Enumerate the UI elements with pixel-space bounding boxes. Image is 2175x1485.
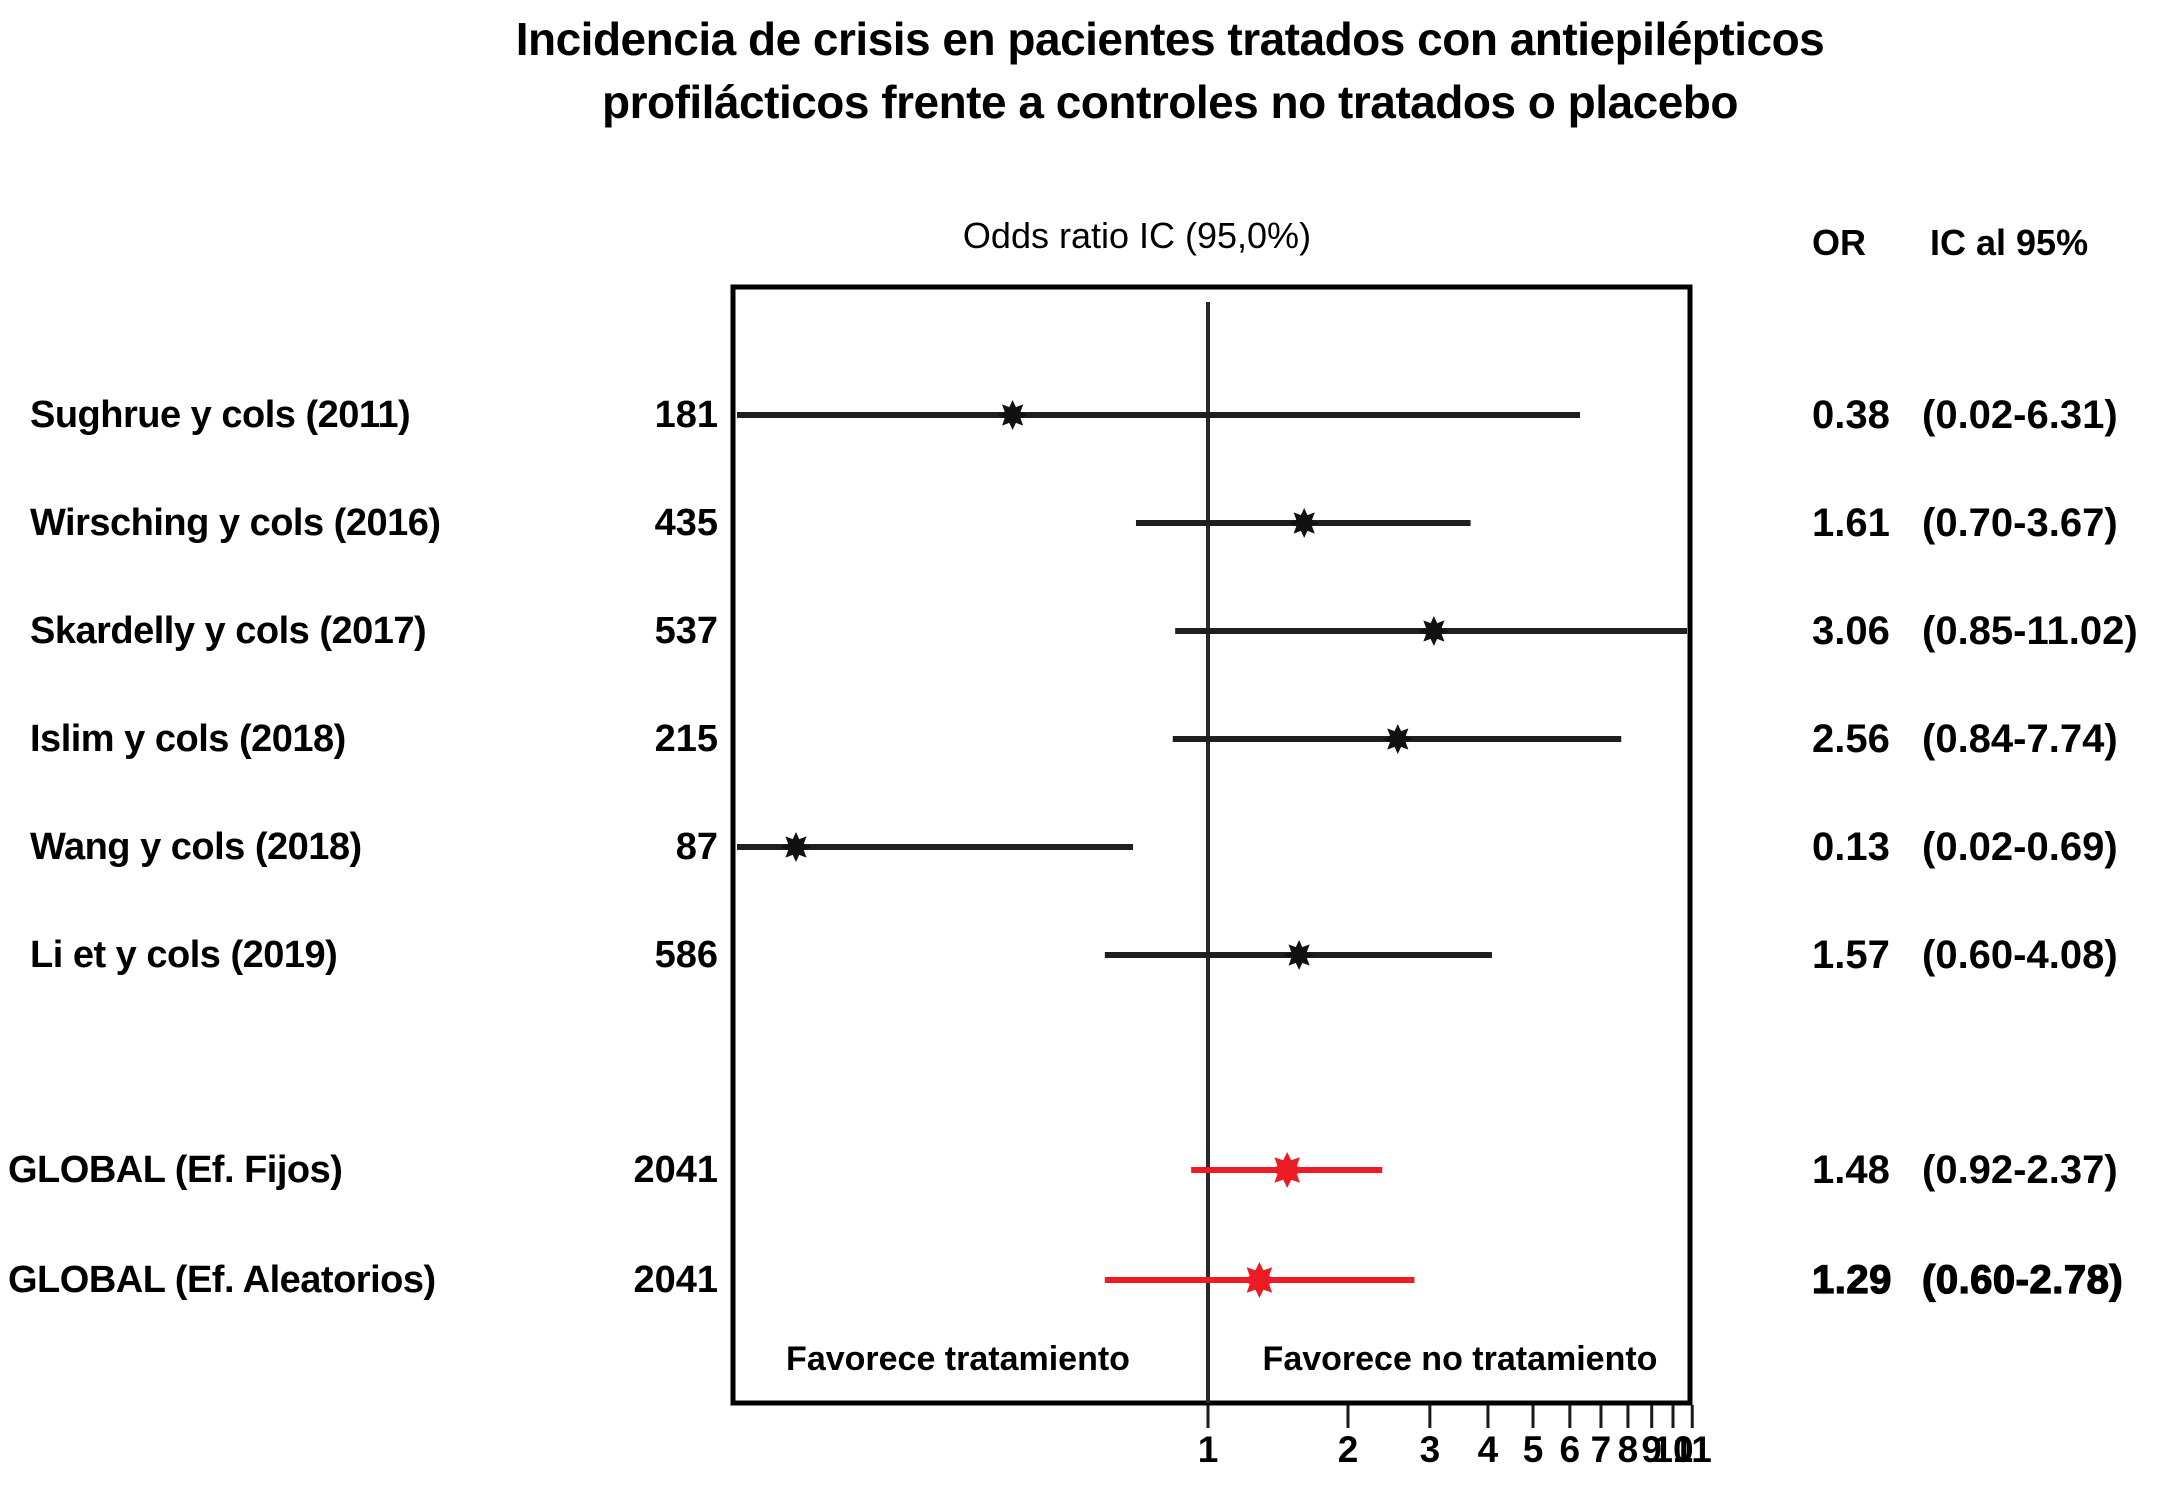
sample-size: 2041: [633, 1259, 718, 1301]
ci-value: (0.60-2.78): [1921, 1257, 2124, 1302]
ci-value: (0.02-6.31): [1922, 393, 2118, 437]
ci-value: (0.02-0.69): [1922, 825, 2118, 869]
figure-title-line1: Incidencia de crisis en pacientes tratad…: [515, 13, 1825, 65]
or-value: 3.06: [1812, 609, 1890, 653]
or-marker: [1284, 940, 1315, 970]
axis-tick-label: 7: [1591, 1429, 1612, 1470]
or-value: 2.56: [1812, 717, 1890, 761]
or-marker: [997, 400, 1028, 430]
or-marker: [781, 832, 811, 862]
axis-tick-label: 8: [1618, 1429, 1639, 1470]
figure-title: Incidencia de crisis en pacientes tratad…: [170, 8, 2170, 135]
axis-tick-label: 6: [1560, 1429, 1581, 1470]
axis-tick-label: 5: [1523, 1429, 1544, 1470]
study-label: Wirsching y cols (2016): [30, 502, 441, 544]
axis-tick-label: 10: [1652, 1429, 1693, 1470]
sample-size: 87: [675, 826, 718, 868]
axis-tick-label: 3: [1420, 1429, 1441, 1470]
or-value: 1.57: [1812, 933, 1890, 977]
study-label: Li et y cols (2019): [30, 934, 338, 976]
favors-treatment-label: Favorece tratamiento: [786, 1340, 1130, 1378]
or-value: 0.38: [1812, 393, 1890, 437]
or-marker: [1382, 724, 1413, 754]
sample-size: 215: [654, 718, 718, 760]
study-label: Skardelly y cols (2017): [30, 610, 427, 652]
or-value: 0.13: [1812, 825, 1890, 869]
or-value: 1.61: [1812, 501, 1890, 545]
or-value: 1.29: [1811, 1257, 1892, 1302]
study-label: Islim y cols (2018): [30, 718, 346, 760]
axis-tick-label: 11: [1673, 1429, 1712, 1470]
ci-value: (0.60-4.08): [1922, 933, 2118, 977]
axis-tick-label: 4: [1478, 1429, 1499, 1470]
sample-size: 586: [654, 934, 718, 976]
or-marker: [1289, 508, 1320, 538]
or-value: 1.48: [1812, 1148, 1890, 1192]
ci-value: (0.70-3.67): [1922, 501, 2118, 545]
ci-value: (0.84-7.74): [1922, 717, 2118, 761]
sample-size: 181: [654, 394, 718, 436]
global-or-marker: [1269, 1152, 1306, 1188]
sample-size: 537: [654, 610, 718, 652]
or-marker: [1418, 616, 1449, 646]
axis-tick-label: 2: [1338, 1429, 1359, 1470]
sample-size: 435: [654, 502, 718, 544]
sample-size: 2041: [633, 1149, 718, 1191]
favors-no-treatment-label: Favorece no tratamiento: [1262, 1340, 1658, 1378]
plot-box: [730, 284, 1693, 1406]
plot-axis-title: Odds ratio IC (95,0%): [962, 215, 1312, 256]
column-header-ci: IC al 95%: [1930, 222, 2089, 263]
study-label: GLOBAL (Ef. Fijos): [8, 1149, 343, 1191]
figure-title-line2: profilácticos frente a controles no trat…: [601, 76, 1739, 129]
global-or-marker: [1241, 1262, 1278, 1298]
axis-tick-label: 1: [1198, 1429, 1219, 1470]
ci-value: (0.85-11.02): [1922, 609, 2138, 653]
axis-tick-label: 9: [1641, 1429, 1662, 1470]
ci-value: (0.92-2.37): [1922, 1148, 2118, 1192]
column-header-or: OR: [1812, 222, 1866, 263]
study-label: GLOBAL (Ef. Aleatorios): [8, 1259, 436, 1301]
study-label: Wang y cols (2018): [30, 826, 362, 868]
study-label: Sughrue y cols (2011): [30, 394, 411, 436]
